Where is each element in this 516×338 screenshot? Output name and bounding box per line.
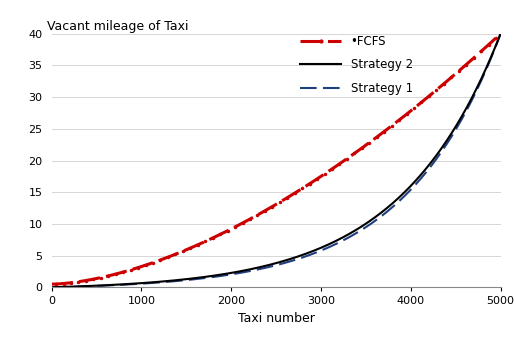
Text: Vacant mileage of Taxi: Vacant mileage of Taxi: [47, 20, 189, 33]
Legend: •FCFS, Strategy 2, Strategy 1: •FCFS, Strategy 2, Strategy 1: [300, 34, 413, 95]
X-axis label: Taxi number: Taxi number: [238, 312, 314, 325]
